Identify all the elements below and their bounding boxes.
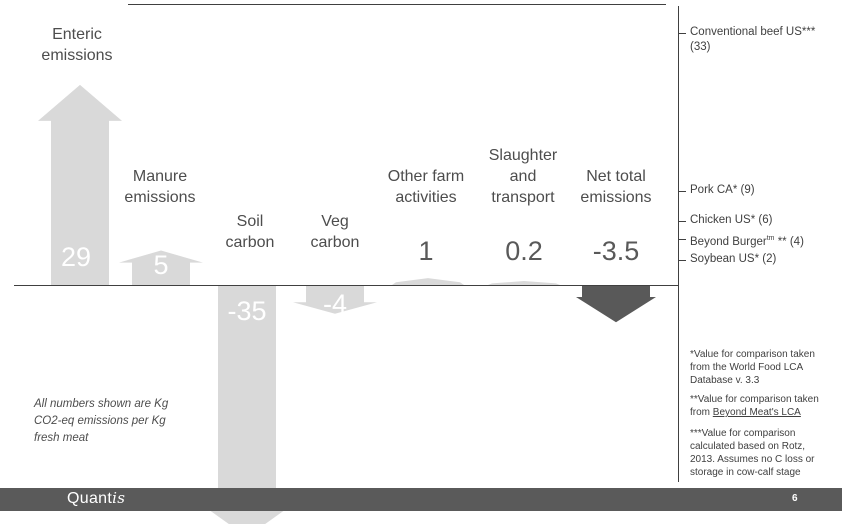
category-label-veg: Veg carbon [310,213,360,251]
value-label-manure: 5 [153,250,169,280]
value-label-veg: -4 [322,289,347,319]
category-label-enteric: Enteric emissions [41,26,113,64]
chart-baseline [14,285,678,286]
value-label-slaughter: 0.2 [505,236,543,266]
comparison-scale-line [678,6,679,482]
arrow-enteric [38,84,122,286]
comparison-tick-pork [679,191,686,192]
category-label-other: Other farm activities [387,168,465,206]
footnote-1: *Value for comparison taken from the Wor… [690,349,815,386]
category-label-manure: Manure emissions [124,168,196,206]
arrow-other [392,278,464,285]
comparison-label-pork: Pork CA* (9) [690,184,755,196]
comparison-label-beyond: Beyond Burgertm ** (4) [690,235,804,248]
value-label-enteric: 29 [60,242,92,272]
comparison-tick-soybean [679,260,686,261]
comparison-tick-chicken [679,221,686,222]
quantis-logo: Quantis [67,489,126,507]
comparison-tick-beyond [679,239,686,240]
top-rule [128,4,666,5]
category-label-slaughter: Slaughter and transport [488,147,558,206]
category-label-soil: Soil carbon [225,213,275,251]
arrow-slaughter [488,281,560,285]
comparison-label-chicken: Chicken US* (6) [690,214,773,226]
footnote-2: **Value for comparison taken from Beyond… [690,394,819,418]
category-label-net: Net total emissions [580,168,652,206]
comparison-label-beef: Conventional beef US*** (33) [690,26,816,53]
footnote-3: ***Value for comparison calculated based… [690,428,815,478]
beyond-meat-lca-link[interactable]: Beyond Meat's LCA [712,407,801,418]
arrow-soil [205,285,289,524]
units-note: All numbers shown are Kg CO2-eq emission… [34,398,169,444]
arrow-manure [119,250,203,285]
arrow-net [576,285,656,323]
page-number: 6 [792,493,798,504]
footer-bar [0,488,842,511]
value-label-soil: -35 [227,296,267,326]
comparison-label-soybean: Soybean US* (2) [690,253,777,265]
value-label-other: 1 [418,236,434,266]
value-label-net: -3.5 [592,236,640,266]
arrow-veg [293,285,377,314]
comparison-tick-beef [679,33,686,34]
